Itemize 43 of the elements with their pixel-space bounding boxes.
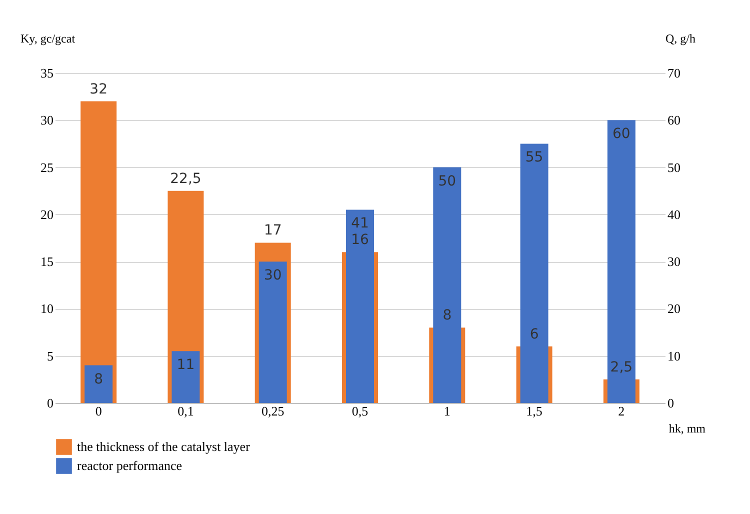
data-label: 6 [530, 326, 539, 342]
x-tick-label: 0,5 [352, 404, 368, 418]
x-tick-label: 0,25 [261, 404, 284, 418]
x-tick-label: 1 [444, 404, 450, 418]
x-tick-label: 2 [618, 404, 625, 418]
data-label: 16 [351, 232, 369, 248]
data-label: 60 [612, 126, 630, 142]
data-label: 50 [438, 173, 456, 190]
y2-tick-label: 20 [668, 301, 680, 316]
y-tick-label: 35 [40, 66, 54, 80]
legend-label: the thickness of the catalyst layer [77, 439, 251, 454]
x-axis-title: hk, mm [668, 422, 706, 436]
y-tick-label: 30 [40, 112, 54, 128]
bar [84, 365, 113, 403]
data-label: 32 [90, 81, 108, 98]
y-tick-label: 15 [40, 254, 54, 270]
x-tick-label: 0,1 [178, 404, 194, 418]
data-label: 2,5 [610, 359, 633, 376]
y-tick-label: 20 [40, 206, 54, 222]
y2-tick-label: 30 [668, 254, 680, 270]
legend-label: reactor performance [77, 458, 182, 473]
y2-tick-label: 10 [668, 348, 680, 364]
x-tick-label: 1,5 [526, 404, 542, 418]
data-label: 41 [351, 216, 369, 232]
y-tick-label: 10 [40, 301, 54, 316]
y2-tick-label: 50 [668, 160, 680, 175]
y2-axis-title: Q, g/h [666, 32, 696, 46]
bar [172, 351, 200, 403]
data-label: 22,5 [170, 170, 202, 187]
data-label: 8 [94, 371, 104, 388]
data-label: 17 [264, 222, 282, 239]
data-label: 11 [176, 357, 195, 374]
x-tick-label: 0 [95, 404, 102, 418]
data-label: 30 [264, 268, 282, 284]
y-tick-label: 25 [40, 160, 54, 175]
y-tick-label: 5 [47, 348, 54, 364]
y2-tick-label: 40 [668, 206, 680, 222]
y2-tick-label: 70 [668, 66, 680, 80]
y2-tick-label: 60 [668, 112, 680, 128]
data-label: 8 [442, 308, 452, 324]
data-label: 55 [525, 150, 544, 166]
bar [80, 101, 117, 403]
y-axis-title: Ky, gc/gcat [20, 32, 76, 46]
